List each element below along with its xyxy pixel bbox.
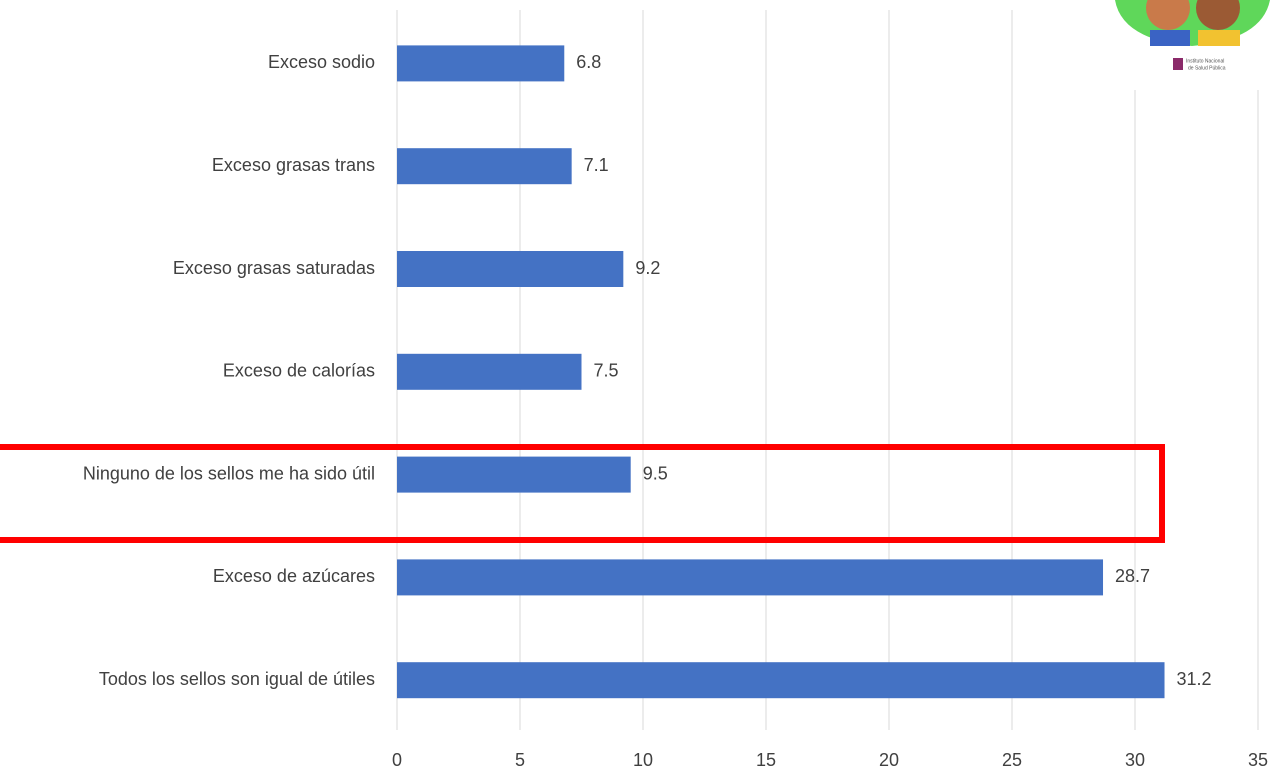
data-label: 31.2 xyxy=(1177,669,1212,689)
x-tick-label: 15 xyxy=(756,750,776,770)
x-tick-label: 30 xyxy=(1125,750,1145,770)
bar xyxy=(397,353,582,390)
y-tick-label: Exceso grasas trans xyxy=(212,155,375,175)
data-label: 9.5 xyxy=(643,463,668,483)
x-tick-label: 35 xyxy=(1248,750,1268,770)
logo-face xyxy=(1146,0,1190,30)
data-label: 7.5 xyxy=(594,361,619,381)
logo-text: de Salud Pública xyxy=(1188,65,1226,71)
logo-shirt xyxy=(1150,30,1190,46)
data-label: 9.2 xyxy=(635,258,660,278)
bar xyxy=(397,456,631,493)
bar xyxy=(397,662,1165,699)
y-tick-label: Todos los sellos son igual de útiles xyxy=(99,669,375,689)
logo-icon xyxy=(1173,58,1183,70)
logo-text: Instituto Nacional xyxy=(1186,58,1224,64)
bar xyxy=(397,45,565,82)
y-tick-label: Exceso de azúcares xyxy=(213,566,375,586)
logo-shirt xyxy=(1198,30,1240,46)
y-tick-label: Ninguno de los sellos me ha sido útil xyxy=(83,463,375,483)
y-tick-label: Exceso de calorías xyxy=(223,361,375,381)
x-tick-label: 10 xyxy=(633,750,653,770)
data-label: 28.7 xyxy=(1115,566,1150,586)
bar xyxy=(397,148,572,185)
x-tick-label: 5 xyxy=(515,750,525,770)
data-label: 6.8 xyxy=(576,52,601,72)
x-tick-label: 25 xyxy=(1002,750,1022,770)
data-label: 7.1 xyxy=(584,155,609,175)
bar xyxy=(397,251,624,287)
logo: Instituto Nacional de Salud Pública xyxy=(1108,0,1273,90)
highlight-box xyxy=(0,444,1165,543)
bar xyxy=(397,559,1104,596)
logo-face xyxy=(1196,0,1240,30)
x-tick-label: 0 xyxy=(392,750,402,770)
y-tick-label: Exceso sodio xyxy=(268,52,375,72)
y-tick-label: Exceso grasas saturadas xyxy=(173,258,375,278)
x-tick-label: 20 xyxy=(879,750,899,770)
